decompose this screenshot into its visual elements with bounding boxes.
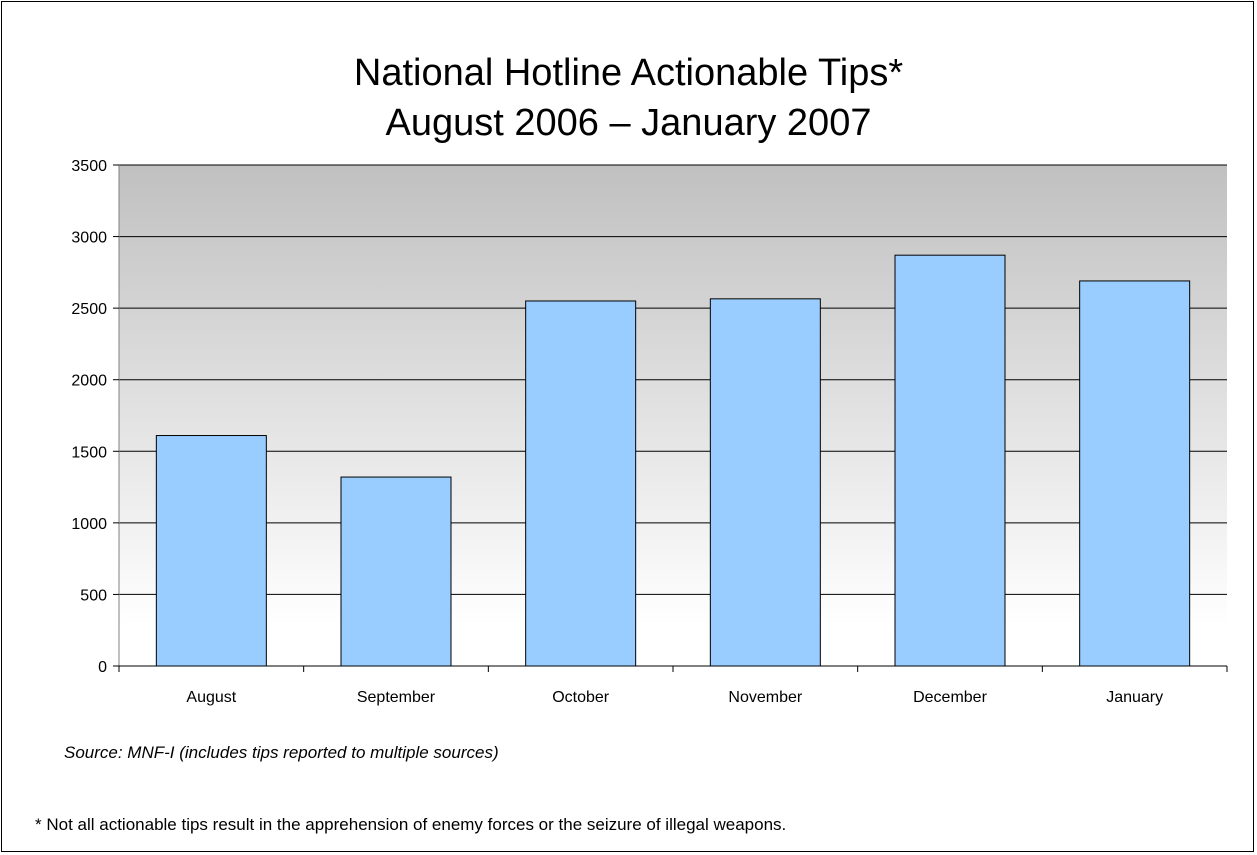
x-tick-label: October <box>552 689 610 706</box>
y-tick-label: 3000 <box>71 230 107 247</box>
x-tick-label: December <box>913 689 987 706</box>
x-tick-label: August <box>186 689 236 706</box>
plot-area <box>119 165 1227 666</box>
bar-october <box>525 300 637 667</box>
y-tick-label: 500 <box>80 587 107 604</box>
chart-subtitle: August 2006 – January 2007 <box>385 102 872 144</box>
chart-title: National Hotline Actionable Tips* <box>353 52 904 94</box>
bar-december <box>894 254 1006 667</box>
y-tick-label: 2500 <box>71 301 107 318</box>
bar-august <box>155 435 267 667</box>
bar-january <box>1079 280 1191 667</box>
y-tick-label: 3500 <box>71 158 107 175</box>
y-tick-label: 1500 <box>71 444 107 461</box>
x-tick-label: November <box>728 689 802 706</box>
footnote: * Not all actionable tips result in the … <box>35 815 787 834</box>
y-tick-label: 1000 <box>71 516 107 533</box>
bar-november <box>709 298 821 667</box>
y-tick-label: 0 <box>98 659 107 676</box>
y-tick-label: 2000 <box>71 373 107 390</box>
x-tick-label: January <box>1106 689 1163 706</box>
bar-september <box>340 476 452 667</box>
x-tick-label: September <box>357 689 436 706</box>
source-note: Source: MNF-I (includes tips reported to… <box>64 743 499 762</box>
